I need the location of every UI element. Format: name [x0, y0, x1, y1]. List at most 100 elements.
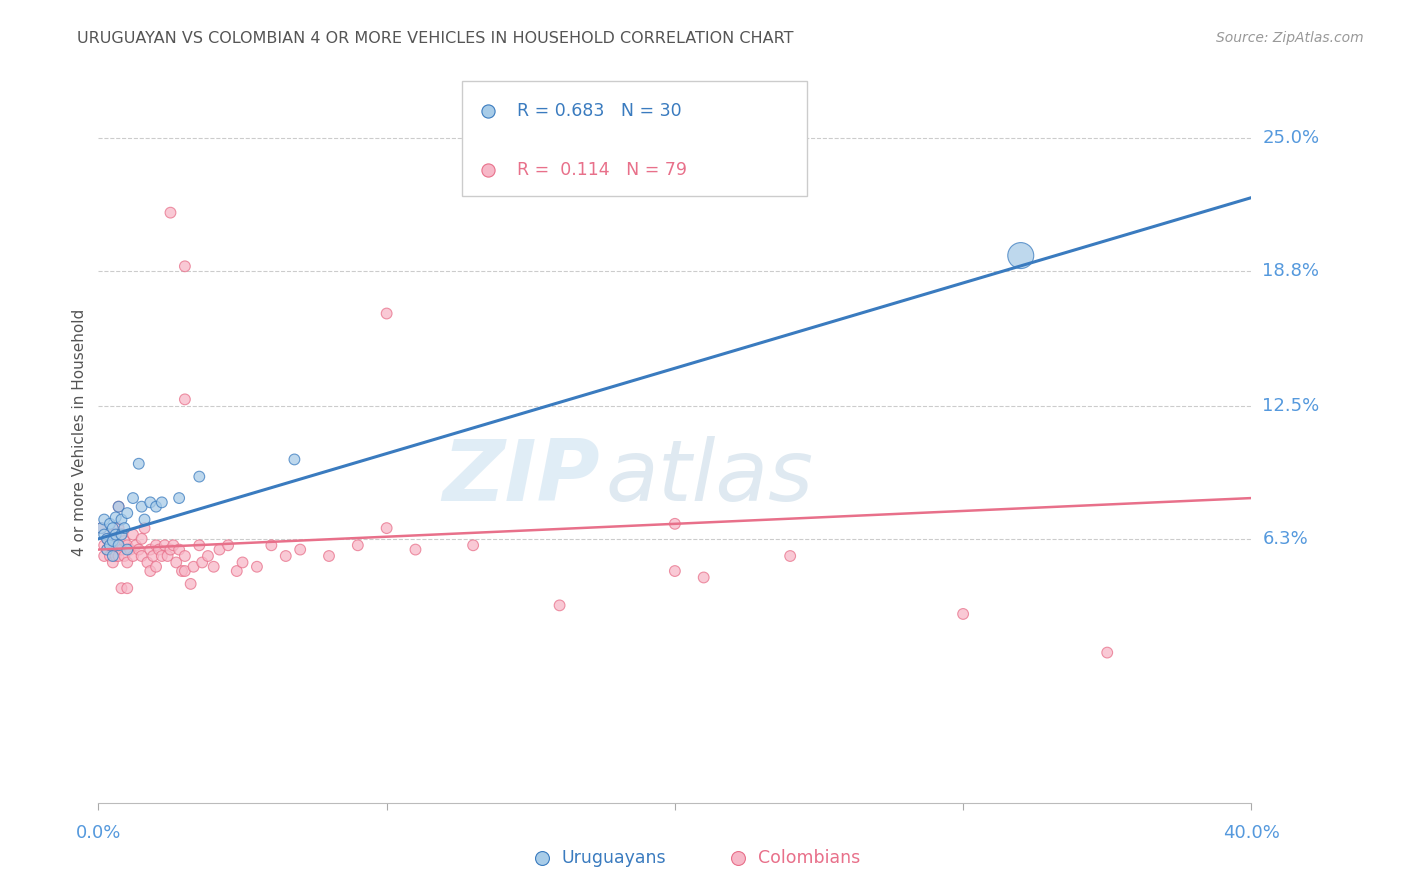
Point [101, 549, 124, 563]
Point [139, 564, 162, 578]
Text: atlas: atlas [606, 435, 814, 518]
Point [162, 538, 184, 552]
Text: 40.0%: 40.0% [1223, 824, 1279, 842]
Point [283, 452, 305, 467]
Point [122, 549, 145, 563]
Point [98, 538, 121, 552]
Point [142, 549, 165, 563]
Point [375, 521, 398, 535]
Point [174, 549, 197, 563]
Point [145, 538, 167, 552]
Point [145, 500, 167, 514]
Point [375, 306, 398, 320]
Point [167, 542, 190, 557]
Point [139, 495, 162, 509]
Point [134, 521, 156, 535]
Point [153, 538, 176, 552]
Point [167, 491, 190, 505]
Point [134, 512, 156, 526]
Text: 6.3%: 6.3% [1263, 530, 1308, 548]
Point [150, 549, 173, 563]
Point [1097, 646, 1119, 660]
Text: R = 0.683   N = 30: R = 0.683 N = 30 [517, 102, 682, 120]
Point [225, 564, 247, 578]
Point [117, 538, 139, 552]
Point [231, 556, 254, 570]
Text: Uruguayans: Uruguayans [562, 849, 666, 867]
Point [96, 542, 118, 557]
Point [188, 469, 211, 483]
Point [110, 527, 132, 541]
Point [246, 559, 269, 574]
Point [104, 549, 127, 563]
Text: 0.0%: 0.0% [76, 824, 121, 842]
Point [145, 559, 167, 574]
Point [165, 556, 187, 570]
Point [260, 538, 283, 552]
Point [170, 564, 193, 578]
Point [107, 538, 129, 552]
Point [405, 542, 427, 557]
Point [131, 500, 153, 514]
Point [112, 533, 135, 548]
Point [122, 527, 145, 541]
Point [110, 527, 132, 541]
Point [93, 527, 115, 541]
Point [125, 538, 148, 552]
Point [107, 521, 129, 535]
Point [112, 549, 135, 563]
Point [112, 521, 135, 535]
Point [1197, 828, 1219, 842]
Point [952, 607, 974, 621]
Point [101, 527, 124, 541]
Point [128, 542, 150, 557]
Point [159, 542, 181, 557]
Point [548, 599, 571, 613]
Point [290, 542, 312, 557]
Point [131, 532, 153, 546]
Point [96, 532, 118, 546]
Point [117, 506, 139, 520]
Text: 25.0%: 25.0% [1263, 128, 1320, 146]
Point [101, 556, 124, 570]
Point [197, 549, 219, 563]
Text: 12.5%: 12.5% [1263, 397, 1320, 415]
Point [93, 512, 115, 526]
Point [90, 521, 112, 535]
Point [693, 570, 716, 584]
Point [183, 559, 205, 574]
Point [202, 559, 225, 574]
Point [117, 542, 139, 557]
Point [188, 538, 211, 552]
Point [274, 549, 297, 563]
Point [174, 564, 197, 578]
Point [159, 205, 181, 219]
Point [101, 521, 124, 535]
Point [122, 491, 145, 505]
Point [217, 538, 239, 552]
Point [117, 556, 139, 570]
Point [139, 542, 162, 557]
Point [110, 512, 132, 526]
Point [461, 538, 484, 552]
Point [101, 533, 124, 548]
Point [1010, 249, 1032, 263]
Point [664, 516, 686, 531]
Text: Source: ZipAtlas.com: Source: ZipAtlas.com [1216, 31, 1364, 45]
Text: R =  0.114   N = 79: R = 0.114 N = 79 [517, 161, 688, 178]
Point [96, 542, 118, 557]
Point [98, 538, 121, 552]
Point [107, 549, 129, 563]
Point [779, 549, 801, 563]
Point [101, 542, 124, 557]
Point [208, 542, 231, 557]
Point [120, 542, 142, 557]
Point [107, 500, 129, 514]
Point [96, 532, 118, 546]
Point [148, 542, 170, 557]
Y-axis label: 4 or more Vehicles in Household: 4 or more Vehicles in Household [72, 309, 87, 557]
Point [131, 549, 153, 563]
Text: Colombians: Colombians [758, 849, 860, 867]
Point [128, 457, 150, 471]
Point [104, 533, 127, 548]
